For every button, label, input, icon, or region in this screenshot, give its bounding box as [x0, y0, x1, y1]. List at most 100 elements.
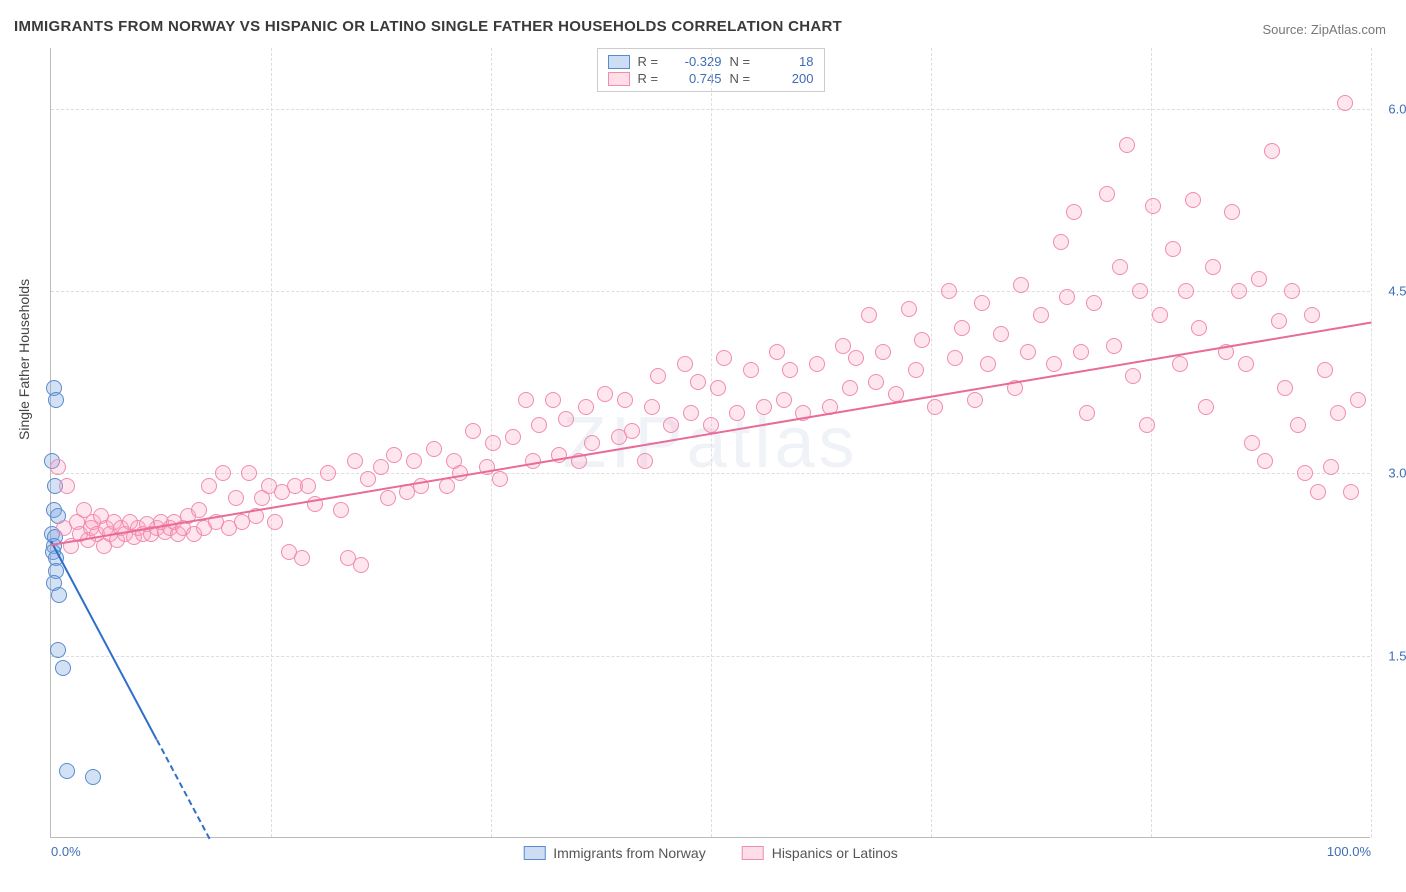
scatter-point [333, 502, 349, 518]
scatter-point [1106, 338, 1122, 354]
scatter-point [1112, 259, 1128, 275]
scatter-point [809, 356, 825, 372]
y-tick-label: 3.0% [1388, 466, 1406, 481]
legend-r-pink: 0.745 [674, 71, 722, 86]
scatter-point [868, 374, 884, 390]
scatter-point [1251, 271, 1267, 287]
scatter-point [1290, 417, 1306, 433]
scatter-point [558, 411, 574, 427]
scatter-point [1337, 95, 1353, 111]
scatter-point [1073, 344, 1089, 360]
legend-label-pink: Hispanics or Latinos [772, 845, 898, 861]
legend-r-label: R = [638, 54, 666, 69]
scatter-point [201, 478, 217, 494]
scatter-point [1310, 484, 1326, 500]
scatter-point [191, 502, 207, 518]
scatter-point [1257, 453, 1273, 469]
scatter-point [1350, 392, 1366, 408]
scatter-point [716, 350, 732, 366]
scatter-point [353, 557, 369, 573]
scatter-point [406, 453, 422, 469]
source-credit: Source: ZipAtlas.com [1262, 22, 1386, 37]
scatter-point [710, 380, 726, 396]
legend-r-label: R = [638, 71, 666, 86]
scatter-point [1264, 143, 1280, 159]
scatter-point [320, 465, 336, 481]
scatter-point [1086, 295, 1102, 311]
legend-n-pink: 200 [766, 71, 814, 86]
scatter-point [914, 332, 930, 348]
plot-area: ZIPatlas R = -0.329 N = 18 R = 0.745 N =… [50, 48, 1370, 838]
scatter-point [1185, 192, 1201, 208]
scatter-point [1317, 362, 1333, 378]
scatter-point [531, 417, 547, 433]
scatter-point [1238, 356, 1254, 372]
scatter-point [974, 295, 990, 311]
scatter-point [1198, 399, 1214, 415]
scatter-point [1046, 356, 1062, 372]
legend-n-label: N = [730, 54, 758, 69]
scatter-point [59, 478, 75, 494]
scatter-point [1277, 380, 1293, 396]
scatter-point [743, 362, 759, 378]
gridline-v [1371, 48, 1372, 837]
scatter-point [967, 392, 983, 408]
legend-n-blue: 18 [766, 54, 814, 69]
scatter-point [835, 338, 851, 354]
gridline-v [931, 48, 932, 837]
scatter-point [617, 392, 633, 408]
scatter-point [677, 356, 693, 372]
scatter-point [776, 392, 792, 408]
scatter-point [848, 350, 864, 366]
scatter-point [1205, 259, 1221, 275]
scatter-point [48, 392, 64, 408]
scatter-point [1145, 198, 1161, 214]
scatter-point [1343, 484, 1359, 500]
scatter-point [624, 423, 640, 439]
scatter-point [927, 399, 943, 415]
legend-label-blue: Immigrants from Norway [553, 845, 705, 861]
scatter-point [756, 399, 772, 415]
scatter-point [637, 453, 653, 469]
scatter-point [901, 301, 917, 317]
legend-n-label: N = [730, 71, 758, 86]
scatter-point [386, 447, 402, 463]
scatter-point [300, 478, 316, 494]
x-tick-label: 100.0% [1327, 844, 1371, 859]
scatter-point [1099, 186, 1115, 202]
scatter-point [954, 320, 970, 336]
scatter-point [644, 399, 660, 415]
scatter-point [426, 441, 442, 457]
scatter-point [1244, 435, 1260, 451]
scatter-point [360, 471, 376, 487]
swatch-pink-icon [742, 846, 764, 860]
scatter-point [294, 550, 310, 566]
chart-title: IMMIGRANTS FROM NORWAY VS HISPANIC OR LA… [14, 18, 842, 35]
scatter-point [663, 417, 679, 433]
scatter-point [1059, 289, 1075, 305]
source-link[interactable]: ZipAtlas.com [1311, 22, 1386, 37]
scatter-point [1172, 356, 1188, 372]
scatter-point [980, 356, 996, 372]
scatter-point [1304, 307, 1320, 323]
scatter-point [1178, 283, 1194, 299]
scatter-point [85, 769, 101, 785]
y-axis-label: Single Father Households [16, 279, 32, 440]
scatter-point [597, 386, 613, 402]
scatter-point [1152, 307, 1168, 323]
scatter-point [1119, 137, 1135, 153]
scatter-point [485, 435, 501, 451]
scatter-point [584, 435, 600, 451]
y-tick-label: 1.5% [1388, 648, 1406, 663]
scatter-point [241, 465, 257, 481]
x-tick-label: 0.0% [51, 844, 81, 859]
scatter-point [690, 374, 706, 390]
scatter-point [908, 362, 924, 378]
scatter-point [1284, 283, 1300, 299]
source-label: Source: [1262, 22, 1310, 37]
scatter-point [1330, 405, 1346, 421]
scatter-point [505, 429, 521, 445]
swatch-blue-icon [608, 55, 630, 69]
scatter-point [729, 405, 745, 421]
scatter-point [1139, 417, 1155, 433]
